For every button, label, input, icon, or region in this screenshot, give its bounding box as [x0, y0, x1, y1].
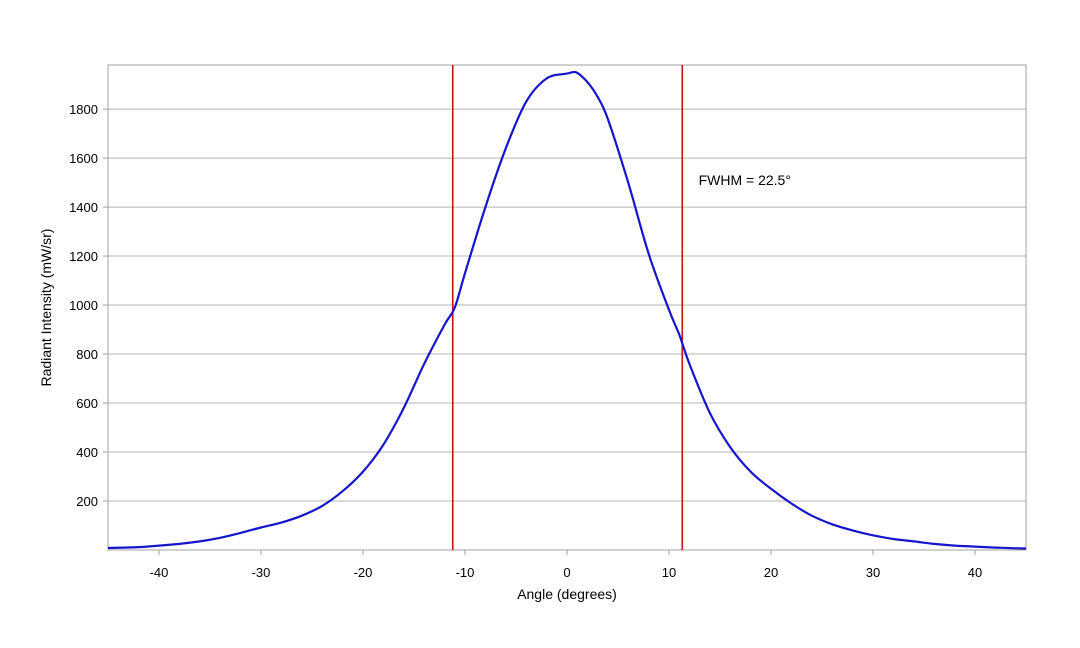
x-tick-label: 40	[968, 565, 982, 580]
y-axis-ticks: 200 400 600 800 1000 1200 1400 1600 1800	[69, 102, 108, 509]
fwhm-lines	[451, 65, 684, 550]
x-tick-label: -20	[354, 565, 373, 580]
x-tick-label: 10	[662, 565, 676, 580]
annotations: FWHM = 22.5°	[699, 172, 791, 188]
gridlines	[108, 108, 1026, 502]
x-tick-label: 0	[563, 565, 570, 580]
y-tick-label: 400	[76, 445, 98, 460]
y-tick-label: 1200	[69, 249, 98, 264]
x-tick-label: -10	[456, 565, 475, 580]
fwhm-annotation: FWHM = 22.5°	[699, 172, 791, 188]
y-tick-label: 600	[76, 396, 98, 411]
y-tick-label: 1000	[69, 298, 98, 313]
plot-frame	[107, 64, 1027, 551]
y-tick-label: 1800	[69, 102, 98, 117]
x-tick-label: 30	[866, 565, 880, 580]
x-tick-label: 20	[764, 565, 778, 580]
y-tick-label: 200	[76, 494, 98, 509]
y-tick-label: 1600	[69, 151, 98, 166]
y-axis-title: Radiant Intensity (mW/sr)	[38, 229, 54, 387]
x-tick-label: -40	[150, 565, 169, 580]
x-axis-title: Angle (degrees)	[517, 586, 617, 602]
x-axis-ticks: -40 -30 -20 -10 0 10 20 30 40	[150, 550, 982, 580]
x-tick-label: -30	[252, 565, 271, 580]
intensity-curve	[107, 70, 1027, 550]
y-tick-label: 800	[76, 347, 98, 362]
series-layer	[107, 70, 1027, 550]
y-tick-label: 1400	[69, 200, 98, 215]
